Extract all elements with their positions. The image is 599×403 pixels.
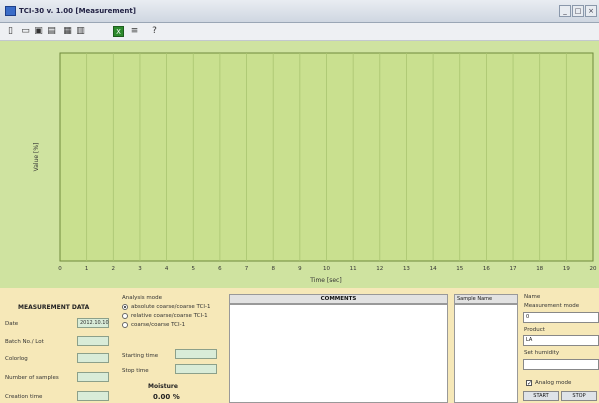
x-tick-label: 15 — [456, 266, 463, 272]
bottom-panel: MEASUREMENT DATA Date 2012.10.10 Batch N… — [0, 288, 599, 403]
x-tick-label: 0 — [58, 266, 62, 272]
x-tick-label: 4 — [165, 266, 169, 272]
window-title: TCI-30 v. 1.00 [Measurement] — [19, 7, 136, 15]
colorlog-label: Colorlog — [5, 356, 28, 362]
comments-textarea[interactable] — [229, 304, 448, 403]
measurement-mode-label: Measurement mode — [524, 303, 580, 309]
stop-button[interactable]: STOP — [561, 391, 597, 401]
sample-list-header: Sample Name — [454, 294, 518, 304]
new-file-icon[interactable]: ▯ — [8, 26, 13, 36]
x-tick-label: 8 — [271, 266, 275, 272]
minimize-button[interactable]: _ — [559, 5, 571, 17]
product-label: Product — [524, 327, 545, 333]
batch-field[interactable] — [77, 336, 109, 346]
measurement-mode-field[interactable]: 0 — [523, 312, 599, 323]
settings-icon[interactable]: ≡ — [130, 26, 139, 36]
x-tick-label: 19 — [563, 266, 570, 272]
start-time-label: Starting time — [122, 353, 159, 359]
analysis-radio-1[interactable] — [122, 304, 128, 310]
creation-time-field[interactable] — [77, 391, 109, 401]
product-field[interactable]: LA — [523, 335, 599, 346]
moisture-value: 0.00 % — [153, 393, 180, 401]
x-axis-label: Time [sec] — [309, 277, 341, 284]
analysis-option-2: relative coarse/coarse TCI-1 — [131, 313, 208, 319]
x-tick-label: 13 — [403, 266, 410, 272]
analysis-mode-label: Analysis mode — [122, 295, 163, 301]
excel-icon[interactable]: X — [113, 26, 124, 37]
x-tick-label: 10 — [323, 266, 330, 272]
x-tick-label: 1 — [85, 266, 89, 272]
y-axis-label: Value [%] — [33, 143, 40, 172]
comments-header: COMMENTS — [229, 294, 448, 304]
x-tick-label: 7 — [245, 266, 249, 272]
moisture-label: Moisture — [148, 383, 178, 390]
analog-mode-checkbox[interactable]: ✓ — [526, 380, 533, 387]
x-tick-label: 3 — [138, 266, 142, 272]
name-label: Name — [524, 294, 541, 300]
colorlog-field[interactable] — [77, 353, 109, 363]
x-tick-label: 5 — [192, 266, 196, 272]
batch-label: Batch No./ Lot — [5, 339, 44, 345]
measurement-chart: 0 1 2 3 4 5 6 7 8 9 10 11 12 13 14 15 16 17 18 19 20 Time [s… — [33, 52, 597, 284]
samples-field[interactable] — [77, 372, 109, 382]
start-button[interactable]: START — [523, 391, 559, 401]
analog-mode-label: Analog mode — [535, 380, 572, 386]
save-icon[interactable]: ▣ — [34, 26, 43, 36]
x-tick-label: 14 — [430, 266, 437, 272]
print-icon[interactable]: ▤ — [47, 26, 56, 36]
analysis-option-1: absolute coarse/coarse TCI-1 — [131, 304, 211, 310]
close-button[interactable]: × — [585, 5, 597, 17]
samples-label: Number of samples — [5, 375, 59, 381]
x-tick-label: 6 — [218, 266, 222, 272]
x-tick-label: 16 — [483, 266, 490, 272]
x-tick-label: 17 — [510, 266, 517, 272]
x-tick-label: 9 — [298, 266, 302, 272]
app-icon — [5, 6, 16, 16]
humidity-label: Set humidity — [524, 350, 560, 356]
humidity-field[interactable] — [523, 359, 599, 370]
help-icon[interactable]: ? — [152, 26, 157, 36]
x-tick-label: 18 — [536, 266, 543, 272]
title-bar: TCI-30 v. 1.00 [Measurement] _ □ × — [0, 0, 599, 23]
toolbar: ▯ ▭ ▣ ▤ ▦ ▥ X ≡ ? — [0, 23, 599, 41]
chart-area: 0 1 2 3 4 5 6 7 8 9 10 11 12 13 14 15 16 17 18 19 20 Time [s… — [0, 41, 599, 288]
stop-time-label: Stop time — [122, 368, 149, 374]
analysis-radio-2[interactable] — [122, 313, 128, 319]
start-time-field[interactable] — [175, 349, 217, 359]
date-label: Date — [5, 321, 19, 327]
analysis-radio-3[interactable] — [122, 322, 128, 328]
x-tick-label: 2 — [112, 266, 116, 272]
table-icon[interactable]: ▥ — [76, 26, 85, 36]
open-folder-icon[interactable]: ▭ — [21, 26, 30, 36]
analysis-option-3: coarse/coarse TCI-1 — [131, 322, 186, 328]
sample-list[interactable] — [454, 304, 518, 403]
stop-time-field[interactable] — [175, 364, 217, 374]
maximize-button[interactable]: □ — [572, 5, 584, 17]
chart-icon[interactable]: ▦ — [63, 26, 72, 36]
x-tick-label: 20 — [590, 266, 597, 272]
x-tick-label: 11 — [350, 266, 357, 272]
x-tick-label: 12 — [376, 266, 383, 272]
creation-time-label: Creation time — [5, 394, 43, 400]
date-field[interactable]: 2012.10.10 — [77, 318, 109, 328]
measurement-heading: MEASUREMENT DATA — [18, 304, 90, 311]
